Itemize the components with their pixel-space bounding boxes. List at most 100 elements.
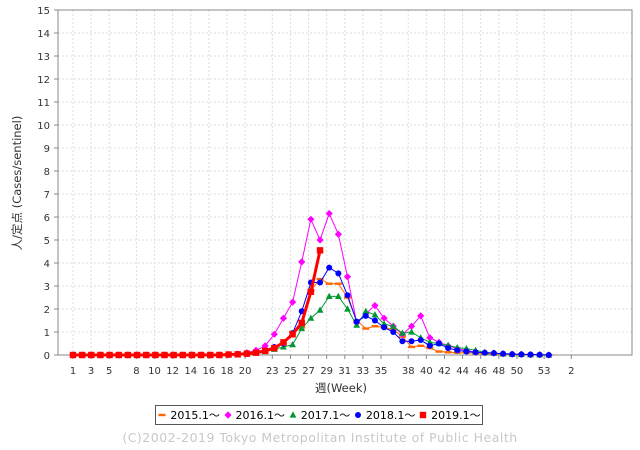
data-point [334,292,342,299]
data-point [344,292,351,299]
data-point [472,349,479,356]
data-point [325,209,333,218]
y-tick-label: 7 [44,190,50,201]
data-point [380,314,388,322]
y-tick-label: 15 [37,6,50,17]
data-point [279,314,288,322]
data-point [78,351,86,359]
x-tick-label: 35 [375,366,388,377]
x-tick-label: 16 [203,366,216,377]
data-point [344,305,351,312]
y-tick-label: 12 [37,75,50,86]
data-point [188,351,196,359]
data-point [69,351,77,359]
data-point [307,288,315,295]
y-tick-label: 6 [44,213,50,224]
x-tick-label: 50 [511,366,524,377]
data-point [325,292,333,299]
data-point [407,322,416,330]
data-point [298,258,306,266]
data-point [362,312,369,319]
data-point [408,338,415,345]
data-point [335,270,342,277]
x-tick-label: 3 [88,366,94,377]
x-tick-label: 25 [284,366,297,377]
legend: 2015.1～ 2016.1～ 2017.1～ 2018.1～ 2019.1～ [155,405,483,425]
data-point [280,339,287,346]
x-axis: 1 3 5 8 10 12 14 16 18 20 23 25 27 29 31 33 35 38 40 42 44 46… [70,355,574,377]
legend-marker [223,411,232,419]
data-point [408,328,415,335]
data-point [261,342,269,350]
data-point [298,319,305,326]
data-point [316,306,324,313]
legend-marker-icon [289,411,297,418]
legend-marker-icon [158,413,166,417]
data-point [243,350,251,357]
x-tick-label: 1 [70,366,76,377]
data-point [371,301,379,310]
x-tick-label: 2 [568,366,574,377]
grid [58,9,632,356]
legend-marker [419,411,427,419]
data-point [399,329,406,336]
data-point [207,351,214,359]
data-point [271,344,278,352]
x-tick-label: 44 [456,366,469,377]
x-tick-label: 18 [221,366,234,377]
data-point [307,314,315,321]
data-point [399,338,406,345]
data-point [334,230,342,238]
data-point [197,351,205,359]
x-tick-label: 10 [148,366,161,377]
y-tick-label: 8 [44,167,50,178]
data-point [115,351,122,359]
y-tick-label: 0 [44,351,50,362]
x-tick-label: 48 [492,366,505,377]
legend-label: 2017.1～ [300,409,351,422]
y-tick-label: 10 [37,121,50,132]
legend-marker [354,412,361,418]
data-point [234,351,241,358]
data-point [509,351,516,358]
data-point [436,340,442,347]
legend-marker-icon [223,411,232,419]
data-point [518,351,525,358]
legend-marker-icon [419,411,427,419]
legend-marker [158,413,166,417]
data-point [316,277,324,281]
series-group [69,209,553,359]
x-tick-label: 33 [357,366,370,377]
x-tick-label: 12 [166,366,179,377]
legend-label: 2019.1～ [431,409,481,422]
legend-label: 2016.1～ [235,409,286,422]
x-tick-label: 46 [474,366,487,377]
y-axis-label: 人/定点 (Cases/sentinel) [10,116,24,251]
data-point [152,351,159,359]
series-2017.1～ [69,292,553,358]
data-point [536,351,543,358]
data-point [252,349,260,356]
data-point [170,351,177,359]
x-tick-label: 23 [266,366,279,377]
x-tick-label: 42 [438,366,451,377]
series-2019.1～ [69,247,324,359]
y-tick-label: 11 [37,98,50,109]
data-point [334,282,342,285]
data-point [445,345,452,352]
legend-item: 2015.1～ [157,407,220,423]
data-point [326,264,333,271]
x-axis-label: 週(Week) [315,381,367,395]
series-2018.1～ [70,264,552,358]
data-point [435,350,443,353]
data-point [124,351,132,359]
data-point [289,331,296,338]
x-tick-label: 40 [420,366,433,377]
data-point [133,351,141,359]
y-tick-label: 2 [44,305,50,316]
y-tick-label: 13 [37,52,50,63]
data-point [317,279,324,286]
data-point [143,351,150,359]
data-point [270,330,278,338]
